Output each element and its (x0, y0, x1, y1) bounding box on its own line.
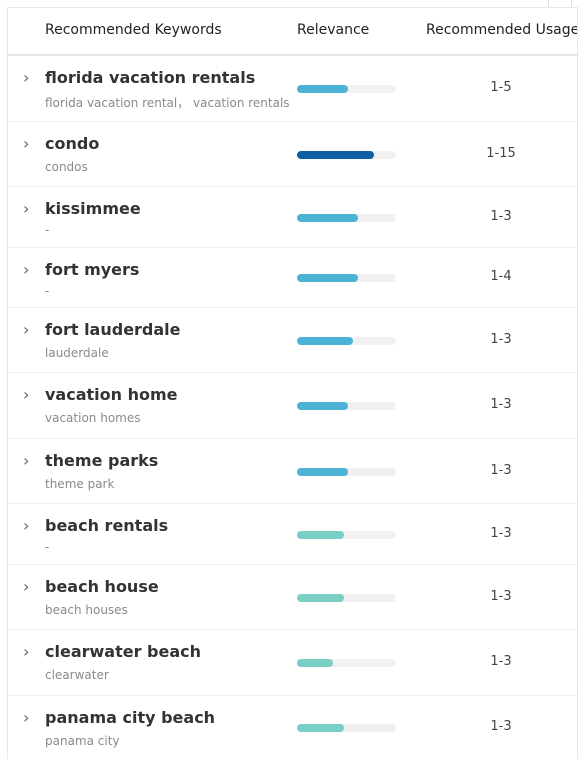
keyword-variants: lauderdale (45, 346, 109, 360)
relevance-bar (297, 214, 396, 222)
table-row[interactable]: › panama city beach panama city 1-3 (8, 696, 577, 759)
recommended-usage: 1-5 (490, 80, 512, 95)
table-row[interactable]: › fort lauderdale lauderdale 1-3 (8, 308, 577, 373)
relevance-bar-fill (297, 214, 359, 222)
relevance-bar (297, 85, 396, 93)
relevance-bar-fill (297, 594, 344, 602)
relevance-bar-fill (297, 151, 375, 159)
relevance-bar-fill (297, 468, 349, 476)
header-usage: Recommended Usage (426, 22, 578, 38)
table-row[interactable]: › florida vacation rentals florida vacatio… (8, 56, 577, 122)
expand-chevron-icon[interactable]: › (23, 68, 30, 87)
table-header: Recommended Keywords Relevance Recommend… (8, 8, 577, 56)
keyword-variants: theme park (45, 477, 115, 491)
keyword-label: beach house (45, 577, 159, 596)
relevance-bar-fill (297, 402, 349, 410)
table-row[interactable]: › beach house beach houses 1-3 (8, 565, 577, 630)
relevance-bar (297, 468, 396, 476)
header-relevance: Relevance (297, 22, 370, 38)
expand-chevron-icon[interactable]: › (23, 134, 30, 153)
header-keywords: Recommended Keywords (45, 22, 222, 38)
expand-chevron-icon[interactable]: › (23, 642, 30, 661)
keyword-variants: - (45, 540, 50, 554)
recommended-usage: 1-3 (490, 654, 512, 669)
table-row[interactable]: › theme parks theme park 1-3 (8, 439, 577, 504)
relevance-bar (297, 402, 396, 410)
keyword-variants: vacation homes (45, 411, 141, 425)
relevance-bar-fill (297, 531, 344, 539)
relevance-bar (297, 724, 396, 732)
recommended-usage: 1-3 (490, 209, 512, 224)
table-row[interactable]: › vacation home vacation homes 1-3 (8, 373, 577, 439)
table-row[interactable]: › clearwater beach clearwater 1-3 (8, 630, 577, 696)
table-row[interactable]: › fort myers - 1-4 (8, 248, 577, 308)
recommended-usage: 1-4 (490, 269, 512, 284)
relevance-bar (297, 531, 396, 539)
recommended-usage: 1-3 (490, 526, 512, 541)
keyword-variants: panama city (45, 734, 120, 748)
keyword-label: fort lauderdale (45, 320, 181, 339)
keyword-variants: - (45, 223, 50, 237)
expand-chevron-icon[interactable]: › (23, 516, 30, 535)
keyword-variants: - (45, 284, 50, 298)
keyword-label: kissimmee (45, 199, 141, 218)
keyword-label: beach rentals (45, 516, 169, 535)
relevance-bar (297, 151, 396, 159)
relevance-bar (297, 594, 396, 602)
expand-chevron-icon[interactable]: › (23, 385, 30, 404)
expand-chevron-icon[interactable]: › (23, 199, 30, 218)
keywords-table: Recommended Keywords Relevance Recommend… (7, 7, 578, 759)
relevance-bar-fill (297, 85, 349, 93)
recommended-usage: 1-15 (486, 146, 516, 161)
keyword-label: fort myers (45, 260, 140, 279)
expand-chevron-icon[interactable]: › (23, 451, 30, 470)
table-row[interactable]: › beach rentals - 1-3 (8, 504, 577, 565)
recommended-usage: 1-3 (490, 463, 512, 478)
relevance-bar (297, 274, 396, 282)
expand-chevron-icon[interactable]: › (23, 577, 30, 596)
expand-chevron-icon[interactable]: › (23, 320, 30, 339)
relevance-bar (297, 659, 396, 667)
expand-chevron-icon[interactable]: › (23, 260, 30, 279)
relevance-bar-fill (297, 274, 359, 282)
expand-chevron-icon[interactable]: › (23, 708, 30, 727)
keyword-variants: beach houses (45, 603, 128, 617)
keyword-label: vacation home (45, 385, 178, 404)
table-row[interactable]: › condo condos 1-15 (8, 122, 577, 187)
keyword-label: clearwater beach (45, 642, 202, 661)
recommended-usage: 1-3 (490, 397, 512, 412)
keyword-label: condo (45, 134, 100, 153)
keyword-variants: condos (45, 160, 88, 174)
relevance-bar-fill (297, 337, 354, 345)
recommended-usage: 1-3 (490, 719, 512, 734)
relevance-bar-fill (297, 724, 344, 732)
keyword-variants: florida vacation rental， vacation rental… (45, 96, 290, 110)
table-body: › florida vacation rentals florida vacatio… (8, 56, 577, 759)
keyword-label: panama city beach (45, 708, 216, 727)
keyword-label: theme parks (45, 451, 159, 470)
relevance-bar (297, 337, 396, 345)
keyword-variants: clearwater (45, 668, 109, 682)
table-row[interactable]: › kissimmee - 1-3 (8, 187, 577, 248)
keyword-label: florida vacation rentals (45, 68, 256, 87)
recommended-usage: 1-3 (490, 332, 512, 347)
recommended-usage: 1-3 (490, 589, 512, 604)
relevance-bar-fill (297, 659, 333, 667)
